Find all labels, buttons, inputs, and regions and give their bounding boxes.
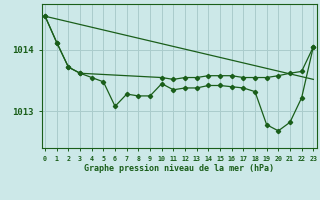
X-axis label: Graphe pression niveau de la mer (hPa): Graphe pression niveau de la mer (hPa) bbox=[84, 164, 274, 173]
